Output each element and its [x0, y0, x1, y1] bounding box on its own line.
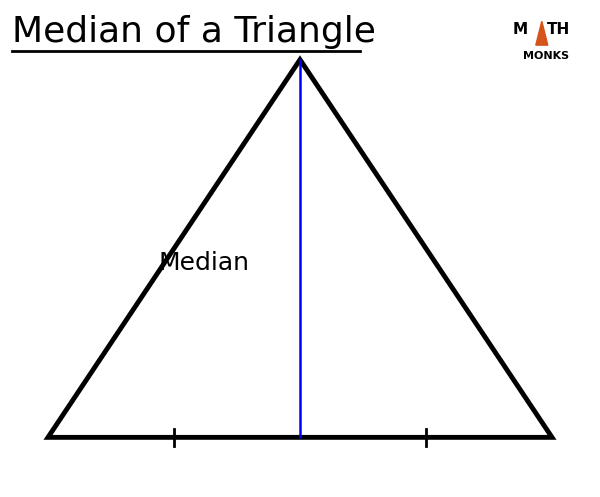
Text: Median of a Triangle: Median of a Triangle: [12, 15, 376, 49]
Text: MONKS: MONKS: [523, 51, 569, 61]
Text: M: M: [513, 22, 528, 37]
Text: Median: Median: [158, 251, 250, 275]
Polygon shape: [536, 21, 548, 45]
Text: TH: TH: [547, 22, 570, 37]
